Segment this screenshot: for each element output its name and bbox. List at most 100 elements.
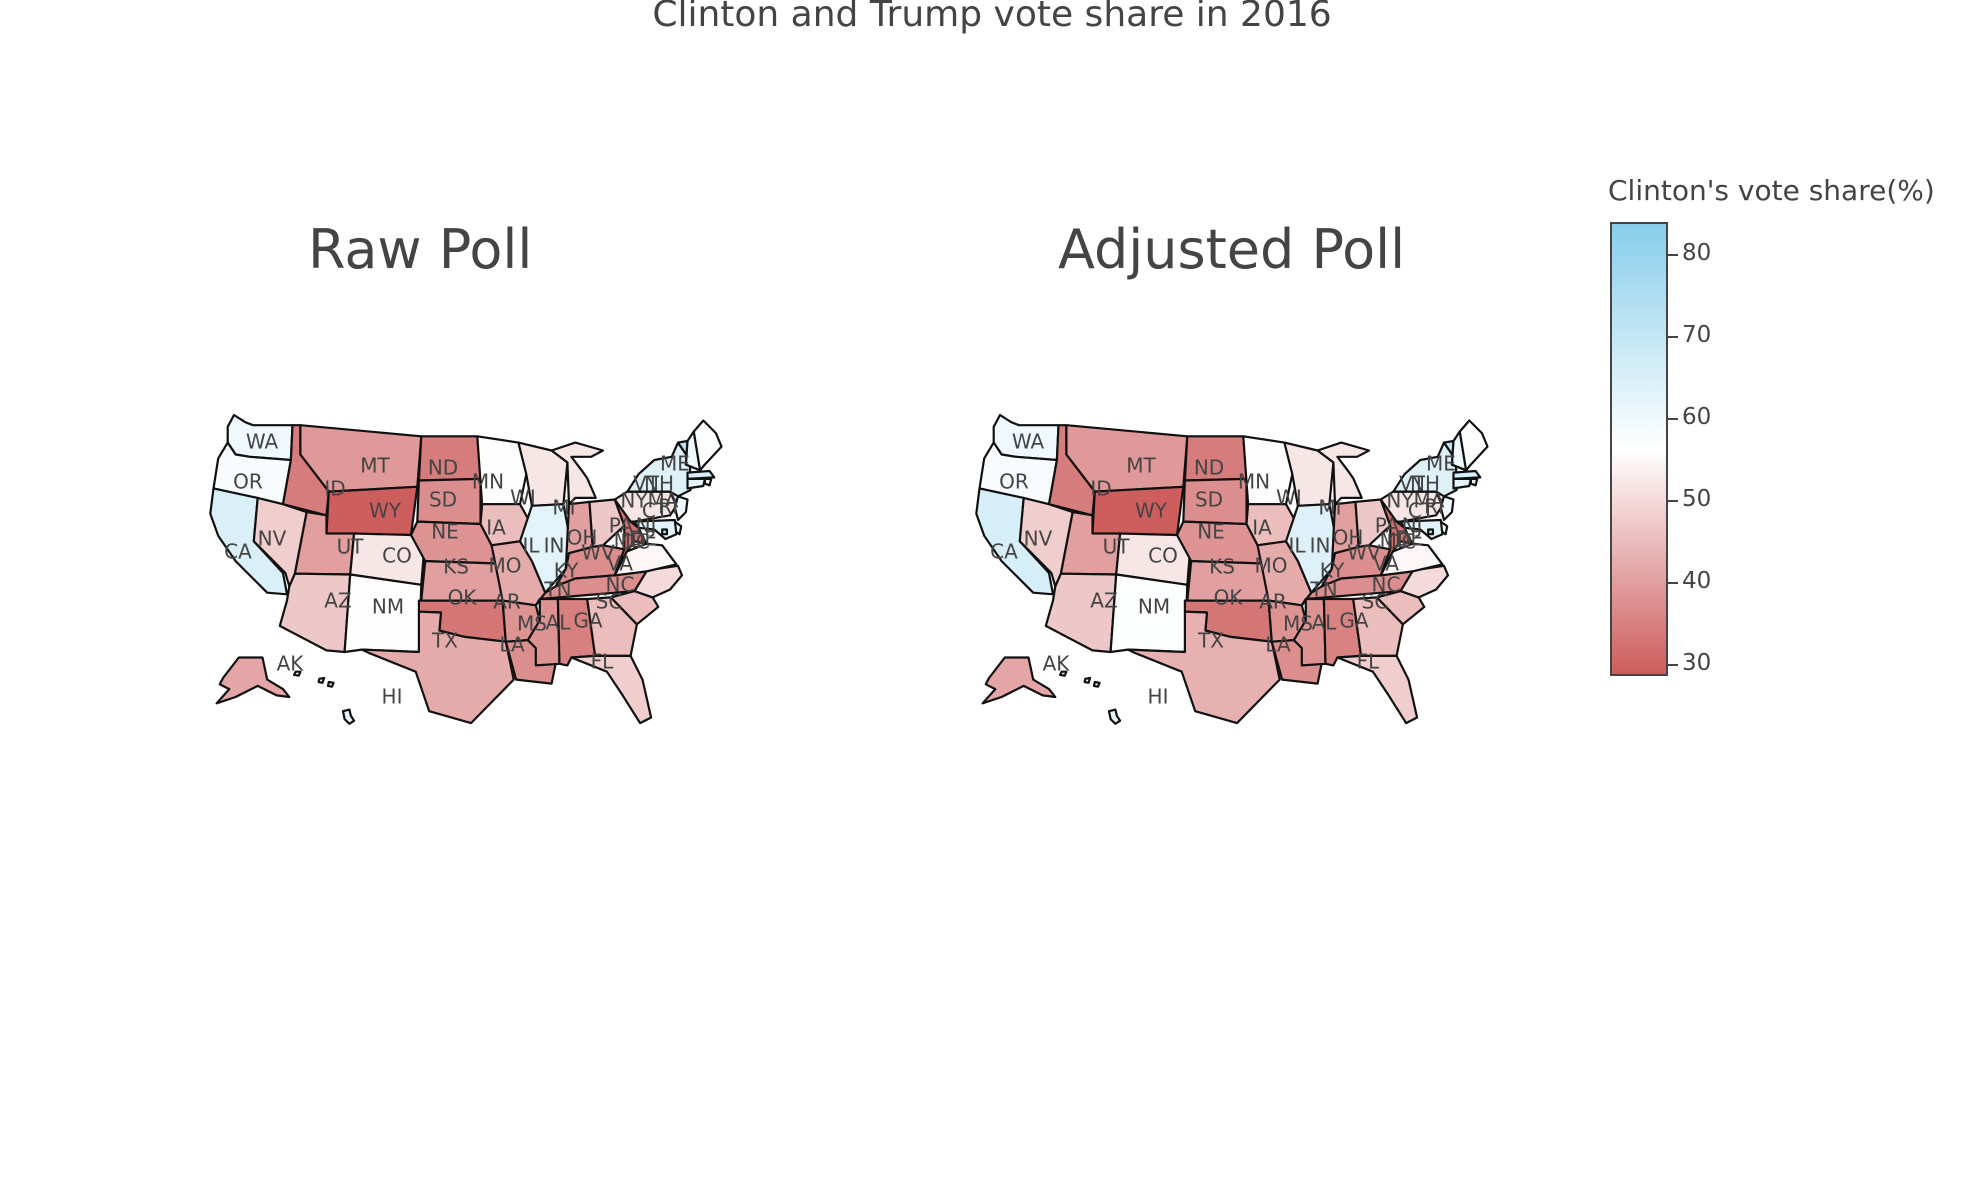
state-ak[interactable] <box>215 656 291 705</box>
state-hi-island[interactable] <box>1083 676 1092 684</box>
colorbar-tick-label: 70 <box>1682 321 1712 348</box>
state-co[interactable] <box>1115 532 1193 586</box>
state-nj[interactable] <box>673 495 689 522</box>
state-wv[interactable] <box>613 498 648 577</box>
state-label-nv: NV <box>1024 527 1053 551</box>
state-nc[interactable] <box>1379 564 1450 599</box>
state-ri[interactable] <box>1469 477 1479 487</box>
state-label-al: AL <box>1312 611 1338 635</box>
state-label-ri: RI <box>1424 495 1444 519</box>
state-az[interactable] <box>1044 572 1118 654</box>
colorbar-tick <box>1668 581 1678 584</box>
state-label-nh: NH <box>1410 472 1440 496</box>
state-wv[interactable] <box>1379 498 1414 577</box>
state-label-nd: ND <box>428 456 458 480</box>
state-label-sc: SC <box>596 590 623 614</box>
state-label-id: ID <box>324 477 345 501</box>
state-nj[interactable] <box>1439 495 1455 522</box>
state-label-wv: WV <box>1347 541 1381 565</box>
state-label-hi: HI <box>382 685 403 709</box>
state-fl[interactable] <box>1336 654 1419 725</box>
state-ct[interactable] <box>1452 477 1472 490</box>
state-label-wy: WY <box>1135 499 1168 523</box>
state-ma[interactable] <box>686 469 716 481</box>
colorbar-tick-label: 30 <box>1682 649 1712 676</box>
state-label-va: VA <box>1373 552 1399 576</box>
state-hi-island[interactable] <box>326 680 335 688</box>
state-label-wi: WI <box>1276 486 1302 510</box>
state-mi[interactable] <box>550 441 605 506</box>
state-label-ar: AR <box>1259 590 1287 614</box>
state-oh[interactable] <box>588 498 626 548</box>
state-ma[interactable] <box>1452 469 1482 481</box>
state-label-co: CO <box>1148 544 1178 568</box>
state-label-mi: MI <box>1318 496 1341 520</box>
state-label-dc: DC <box>620 530 649 554</box>
state-label-nm: NM <box>372 595 404 619</box>
state-il[interactable] <box>1284 503 1337 594</box>
state-label-or: OR <box>999 470 1029 494</box>
state-fl[interactable] <box>570 654 653 725</box>
state-hi-island[interactable] <box>317 676 326 684</box>
state-me[interactable] <box>1458 419 1489 472</box>
state-label-ne: NE <box>431 520 459 544</box>
state-label-tx: TX <box>1197 629 1224 653</box>
page-title: Clinton and Trump vote share in 2016 <box>652 0 1332 35</box>
state-label-ak: AK <box>277 652 305 676</box>
state-label-ne: NE <box>1197 520 1225 544</box>
state-oh[interactable] <box>1354 498 1392 548</box>
state-label-nd: ND <box>1194 456 1224 480</box>
state-sc[interactable] <box>609 590 660 626</box>
state-sc[interactable] <box>1375 590 1426 626</box>
state-hi[interactable] <box>341 708 356 725</box>
state-tx[interactable] <box>1126 610 1281 725</box>
state-label-ky: KY <box>554 559 579 583</box>
state-label-la: LA <box>1265 633 1291 657</box>
state-label-ms: MS <box>517 612 547 636</box>
state-tx[interactable] <box>360 610 515 725</box>
state-label-mi: MI <box>552 496 575 520</box>
state-mi[interactable] <box>1316 441 1371 506</box>
state-label-ca: CA <box>990 540 1018 564</box>
state-label-me: ME <box>1426 452 1456 476</box>
colorbar-tick-label: 50 <box>1682 485 1712 512</box>
state-label-va: VA <box>607 552 633 576</box>
state-az[interactable] <box>278 572 352 654</box>
state-label-sd: SD <box>429 488 457 512</box>
state-label-nj: NJ <box>636 514 657 538</box>
state-label-md: MD <box>614 529 647 553</box>
state-label-mn: MN <box>472 470 504 494</box>
state-me[interactable] <box>692 419 723 472</box>
state-label-wv: WV <box>581 541 615 565</box>
state-label-ut: UT <box>337 535 365 559</box>
state-dc[interactable] <box>1427 528 1434 536</box>
state-co[interactable] <box>349 532 427 586</box>
state-hi-island[interactable] <box>1092 680 1101 688</box>
state-nc[interactable] <box>613 564 684 599</box>
state-label-wa: WA <box>1012 430 1045 454</box>
state-ri[interactable] <box>703 477 713 487</box>
state-label-ia: IA <box>486 516 506 540</box>
state-dc[interactable] <box>661 528 668 536</box>
state-label-md: MD <box>1380 529 1413 553</box>
state-ct[interactable] <box>686 477 706 490</box>
state-label-ct: CT <box>642 499 669 523</box>
state-label-ak: AK <box>1043 652 1071 676</box>
state-label-az: AZ <box>1090 589 1117 613</box>
state-il[interactable] <box>518 503 571 594</box>
state-label-hi: HI <box>1148 685 1169 709</box>
state-hi[interactable] <box>1107 708 1122 725</box>
state-label-ar: AR <box>493 590 521 614</box>
state-ak[interactable] <box>981 656 1057 705</box>
state-hi-island[interactable] <box>1058 670 1068 677</box>
state-label-tn: TN <box>543 578 571 602</box>
state-label-in: IN <box>544 534 565 558</box>
state-label-me: ME <box>660 452 690 476</box>
state-label-mo: MO <box>489 554 522 578</box>
state-hi-island[interactable] <box>292 670 302 677</box>
state-label-mt: MT <box>360 454 390 478</box>
state-label-wy: WY <box>369 499 402 523</box>
state-label-ny: NY <box>1386 489 1414 513</box>
colorbar-tick <box>1668 417 1678 420</box>
state-label-or: OR <box>233 470 263 494</box>
